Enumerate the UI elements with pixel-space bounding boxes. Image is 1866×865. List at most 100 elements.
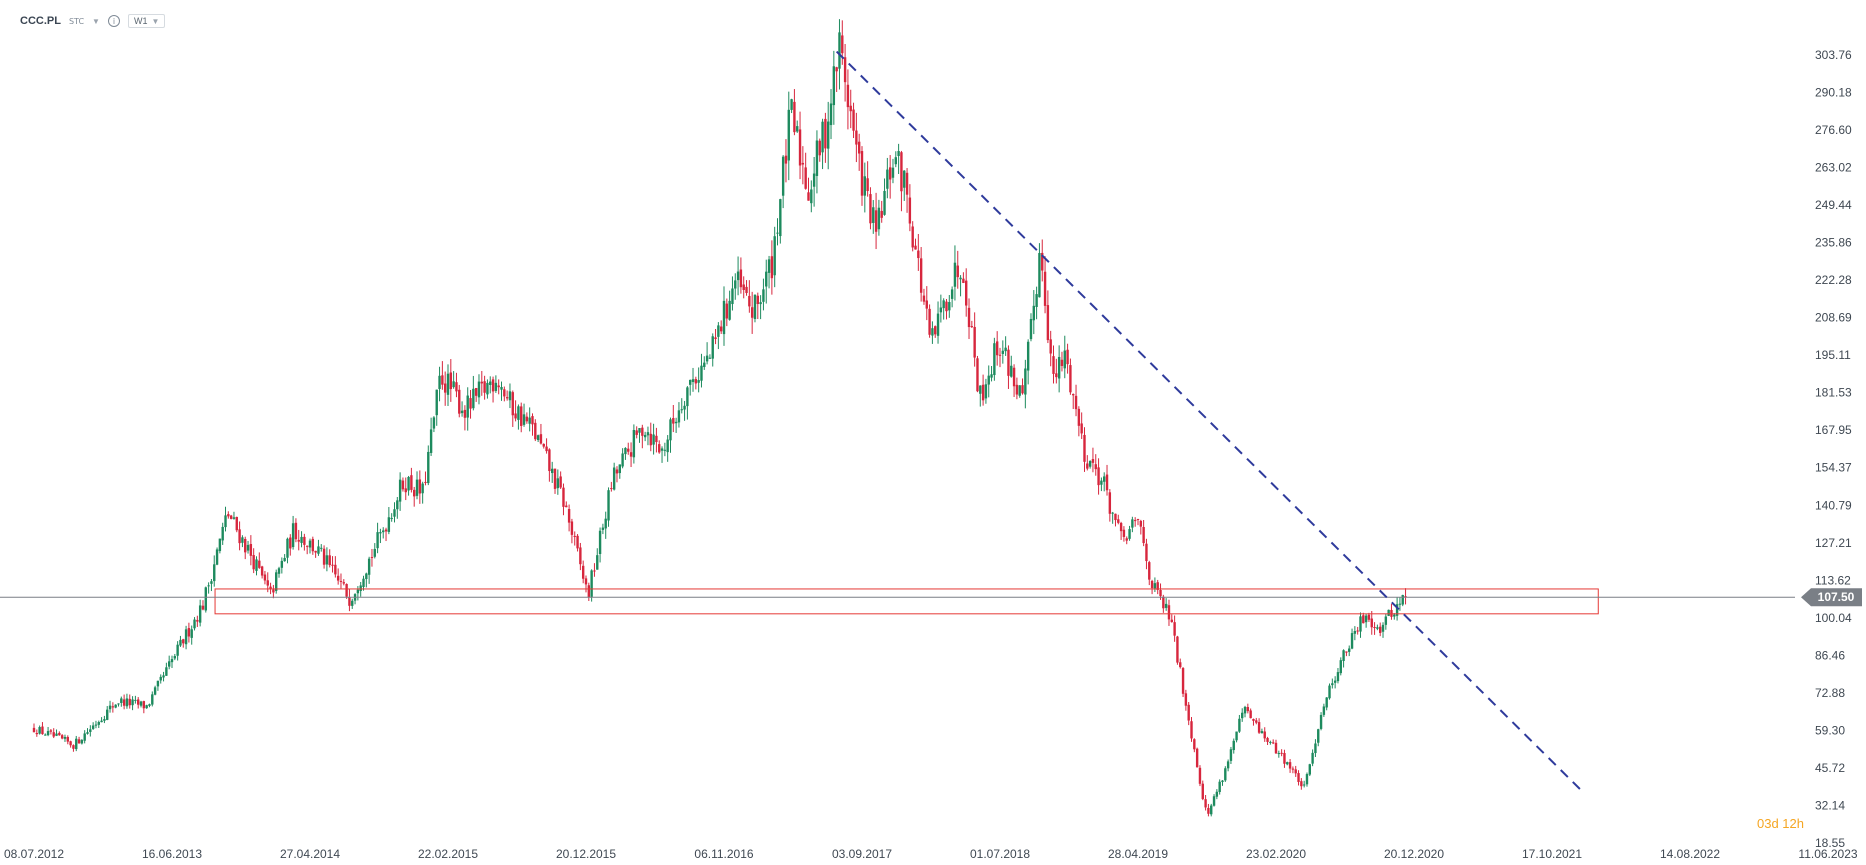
candle-body [1207, 807, 1210, 814]
candle-body [649, 433, 652, 446]
candle-body [1173, 622, 1176, 636]
candle-body [781, 156, 785, 196]
candle-body [438, 375, 441, 389]
support-zone [214, 588, 1599, 615]
candle-body [928, 308, 931, 335]
candle-body [1212, 796, 1216, 806]
x-tick-label: 28.04.2019 [1108, 847, 1168, 861]
candle-body [629, 452, 633, 457]
candle-body [1035, 294, 1038, 307]
candle-body [229, 515, 233, 519]
candle-body [1367, 614, 1371, 620]
candle-body [1221, 780, 1224, 783]
candle-body [429, 429, 433, 453]
candle-body [1049, 339, 1052, 354]
candle-body [632, 429, 636, 458]
candle-body [646, 432, 650, 436]
candle-body [100, 720, 103, 723]
candle-body [415, 479, 419, 496]
chart-toolbar: CCC.PL STC ▼ i W1 ▼ [20, 10, 166, 32]
candle-body [1373, 627, 1376, 629]
candle-body [356, 589, 360, 594]
candle-body [300, 536, 303, 543]
candle-body [1145, 543, 1148, 562]
candle-body [745, 286, 748, 294]
candle-body [334, 564, 337, 575]
candle-body [128, 698, 131, 706]
candle-body [835, 67, 838, 72]
candle-body [424, 481, 427, 483]
candle-body [748, 295, 751, 307]
candle-body [1012, 367, 1016, 387]
y-tick-label: 113.62 [1815, 573, 1851, 587]
exchange-dropdown-icon[interactable]: ▼ [92, 16, 100, 26]
candle-body [255, 559, 258, 571]
symbol-label[interactable]: CCC.PL [20, 15, 61, 27]
candle-body [962, 278, 965, 283]
candle-body [1336, 672, 1340, 682]
candle-body [584, 578, 588, 585]
candle-body [863, 176, 867, 196]
candle-body [173, 656, 177, 659]
candle-body [1086, 463, 1089, 469]
candle-body [765, 271, 768, 287]
y-tick-label: 222.28 [1815, 273, 1852, 287]
candle-body [238, 529, 241, 544]
candle-body [739, 269, 743, 288]
candles-layer [32, 19, 1407, 817]
timeframe-select[interactable]: W1 ▼ [127, 14, 166, 28]
candle-body [1026, 341, 1030, 371]
candle-body [1018, 385, 1021, 396]
y-tick-label: 59.30 [1815, 723, 1845, 737]
candle-body [308, 540, 312, 548]
candle-body [1210, 805, 1213, 815]
candle-body [1074, 395, 1078, 410]
candle-body [1404, 596, 1407, 598]
candle-body [193, 619, 196, 629]
candle-body [1015, 384, 1019, 395]
candle-body [615, 469, 619, 474]
candle-body [779, 199, 782, 237]
candle-body [106, 709, 109, 720]
candle-body [351, 600, 354, 606]
candle-body [1249, 710, 1252, 719]
candle-body [432, 417, 436, 429]
candle-body [1274, 742, 1278, 754]
candle-body [486, 382, 489, 395]
info-icon[interactable]: i [107, 15, 120, 27]
candle-body [691, 379, 695, 382]
candle-body [652, 434, 655, 445]
candle-body [1150, 580, 1154, 589]
candle-body [677, 410, 681, 423]
candle-body [1384, 616, 1388, 625]
candle-body [41, 726, 44, 735]
candle-body [1362, 615, 1365, 624]
candle-body [1117, 519, 1120, 523]
candle-body [815, 140, 819, 176]
candle-body [410, 475, 413, 490]
candle-body [489, 381, 492, 385]
candle-body [1010, 365, 1013, 377]
candle-body [1401, 595, 1404, 605]
candle-body [643, 434, 647, 438]
candle-body [545, 446, 548, 452]
candle-body [925, 300, 928, 309]
candle-body [460, 410, 464, 414]
candle-body [370, 557, 374, 559]
candle-body [246, 544, 250, 551]
x-tick-label: 03.09.2017 [832, 847, 892, 861]
candle-body [1043, 271, 1047, 306]
candle-body [151, 694, 154, 705]
candle-body [204, 587, 207, 611]
candle-body [184, 629, 188, 645]
candle-body [153, 687, 157, 695]
x-tick-label: 14.08.2022 [1660, 847, 1720, 861]
candle-body [658, 444, 661, 453]
candle-body [522, 414, 526, 425]
candle-body [1159, 590, 1162, 597]
candle-body [38, 727, 41, 734]
candle-body [990, 374, 993, 378]
candle-body [187, 628, 191, 637]
candle-body [824, 118, 827, 149]
